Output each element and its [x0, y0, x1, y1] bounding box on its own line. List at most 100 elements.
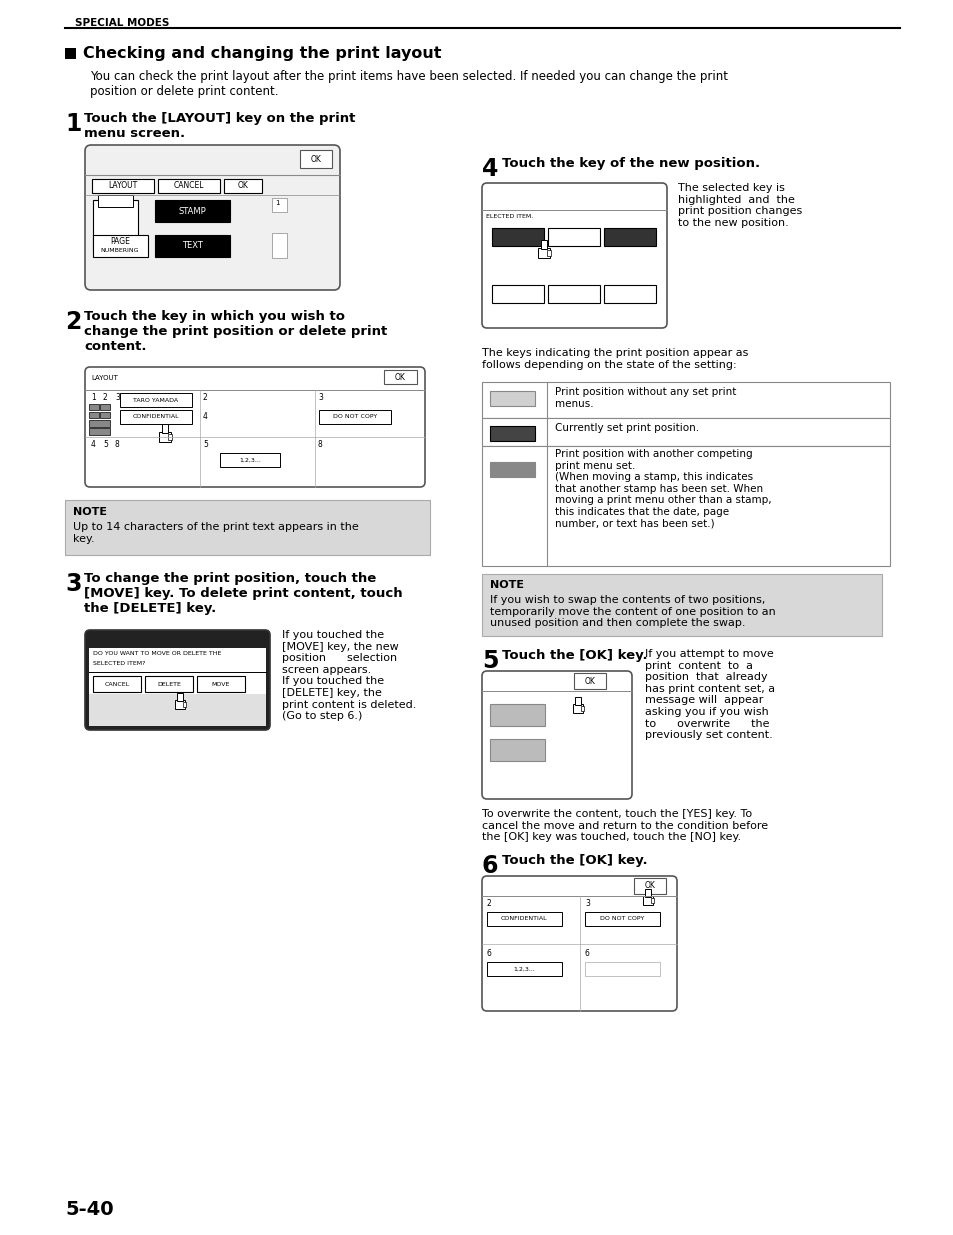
Text: OK: OK: [584, 677, 595, 685]
Text: 4: 4: [91, 440, 95, 450]
Bar: [603, 228, 656, 246]
Bar: [174, 700, 185, 709]
FancyBboxPatch shape: [481, 671, 631, 799]
Text: Print position with another competing
print menu set.
(When moving a stamp, this: Print position with another competing pr…: [555, 450, 771, 529]
Text: 2: 2: [65, 310, 81, 333]
Text: Print position without any set print
menus.: Print position without any set print men…: [555, 387, 736, 409]
Text: CONFIDENTIAL: CONFIDENTIAL: [500, 916, 547, 921]
Bar: [584, 962, 659, 976]
Text: DELETE: DELETE: [157, 682, 181, 687]
Text: 1,2,3...: 1,2,3...: [513, 967, 535, 972]
Bar: [537, 248, 550, 258]
Text: DO NOT COPY: DO NOT COPY: [599, 916, 643, 921]
Bar: [572, 704, 583, 713]
Bar: [196, 676, 245, 692]
Text: 6: 6: [584, 948, 589, 958]
Text: 3: 3: [115, 393, 120, 403]
Text: Checking and changing the print layout: Checking and changing the print layout: [83, 46, 441, 61]
Bar: [65, 500, 430, 555]
Bar: [120, 393, 192, 408]
Text: The selected key is
highlighted  and  the
print position changes
to the new posi: The selected key is highlighted and the …: [678, 183, 801, 227]
Bar: [91, 179, 153, 193]
Bar: [168, 433, 172, 440]
FancyBboxPatch shape: [85, 144, 339, 290]
Text: LAYOUT: LAYOUT: [109, 182, 137, 190]
Bar: [92, 235, 148, 257]
Text: NUMBERING: NUMBERING: [101, 247, 139, 252]
Text: DO NOT COPY: DO NOT COPY: [333, 415, 376, 420]
Text: OK: OK: [311, 154, 321, 163]
Text: LAYOUT: LAYOUT: [91, 375, 118, 382]
Bar: [490, 739, 544, 761]
Bar: [224, 179, 262, 193]
Bar: [177, 693, 182, 700]
Text: Up to 14 characters of the print text appears in the
key.: Up to 14 characters of the print text ap…: [73, 522, 358, 543]
Bar: [158, 179, 220, 193]
Bar: [580, 705, 583, 711]
Text: PAGE: PAGE: [110, 236, 130, 246]
Bar: [220, 453, 280, 467]
Text: Touch the [LAYOUT] key on the print
menu screen.: Touch the [LAYOUT] key on the print menu…: [84, 112, 355, 140]
Bar: [490, 391, 535, 406]
Text: CANCEL: CANCEL: [173, 182, 204, 190]
Bar: [89, 404, 99, 410]
FancyBboxPatch shape: [481, 183, 666, 329]
Text: Touch the key in which you wish to
change the print position or delete print
con: Touch the key in which you wish to chang…: [84, 310, 387, 353]
Text: 4: 4: [481, 157, 497, 182]
Text: If you wish to swap the contents of two positions,
temporarily move the content : If you wish to swap the contents of two …: [490, 595, 775, 629]
Text: 3: 3: [317, 393, 322, 403]
Bar: [492, 285, 543, 303]
Bar: [481, 574, 882, 636]
Bar: [490, 426, 535, 441]
Text: The keys indicating the print position appear as
follows depending on the state : The keys indicating the print position a…: [481, 348, 747, 369]
Bar: [92, 676, 141, 692]
Text: To change the print position, touch the
[MOVE] key. To delete print content, tou: To change the print position, touch the …: [84, 572, 402, 615]
Bar: [490, 704, 544, 726]
Text: 4: 4: [203, 412, 208, 421]
Text: You can check the print layout after the print items have been selected. If need: You can check the print layout after the…: [90, 70, 727, 98]
Text: To overwrite the content, touch the [YES] key. To
cancel the move and return to : To overwrite the content, touch the [YES…: [481, 809, 767, 842]
Text: CONFIDENTIAL: CONFIDENTIAL: [132, 415, 179, 420]
Text: NOTE: NOTE: [73, 508, 107, 517]
Text: Touch the [OK] key.: Touch the [OK] key.: [501, 650, 647, 662]
Text: STAMP: STAMP: [178, 206, 206, 215]
Bar: [145, 676, 193, 692]
Bar: [100, 404, 110, 410]
Bar: [575, 697, 580, 705]
Bar: [546, 249, 551, 256]
Text: 5: 5: [481, 650, 498, 673]
Text: 3: 3: [65, 572, 81, 597]
Bar: [574, 673, 605, 689]
Text: 6: 6: [481, 853, 498, 878]
Bar: [481, 417, 889, 446]
Bar: [645, 889, 650, 897]
Text: ELECTED ITEM.: ELECTED ITEM.: [485, 214, 533, 219]
Bar: [642, 897, 653, 904]
Text: DO YOU WANT TO MOVE OR DELETE THE: DO YOU WANT TO MOVE OR DELETE THE: [92, 651, 221, 656]
Bar: [299, 149, 332, 168]
Text: 5-40: 5-40: [65, 1200, 113, 1219]
Bar: [650, 898, 653, 903]
Text: NOTE: NOTE: [490, 580, 523, 590]
Text: OK: OK: [395, 373, 405, 382]
Bar: [89, 648, 266, 726]
Text: 1: 1: [91, 393, 95, 403]
Bar: [182, 701, 186, 706]
Bar: [634, 878, 665, 894]
Bar: [272, 198, 287, 212]
Text: Touch the key of the new position.: Touch the key of the new position.: [501, 157, 760, 170]
Text: MOVE: MOVE: [212, 682, 230, 687]
FancyBboxPatch shape: [85, 367, 424, 487]
Text: 2: 2: [203, 393, 208, 403]
Text: OK: OK: [644, 882, 655, 890]
Bar: [547, 285, 599, 303]
Text: 8: 8: [115, 440, 120, 450]
Text: TEXT: TEXT: [181, 242, 202, 251]
Bar: [89, 420, 110, 427]
Bar: [98, 195, 132, 207]
Bar: [120, 410, 192, 424]
FancyBboxPatch shape: [481, 876, 677, 1011]
Text: CANCEL: CANCEL: [104, 682, 130, 687]
Bar: [92, 200, 138, 252]
Text: 2: 2: [103, 393, 108, 403]
